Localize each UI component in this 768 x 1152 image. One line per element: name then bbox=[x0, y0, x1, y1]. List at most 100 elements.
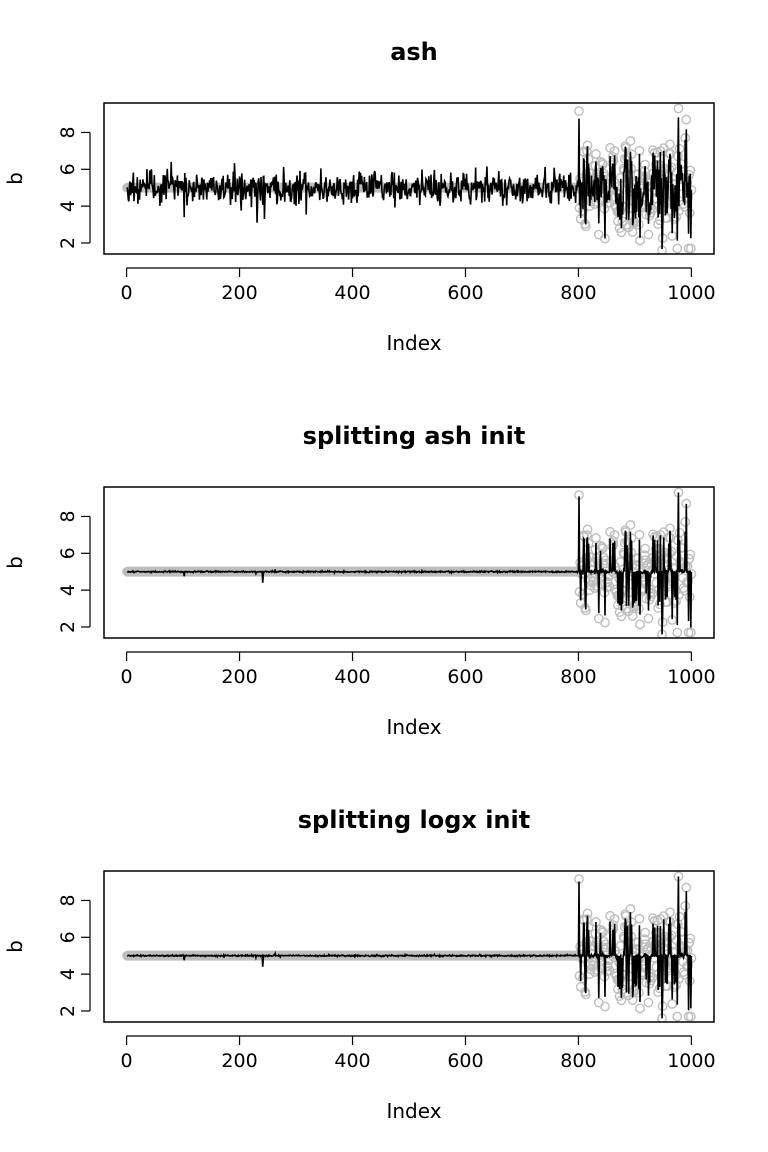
data-point bbox=[593, 997, 604, 1008]
data-point bbox=[591, 533, 601, 543]
data-point bbox=[602, 961, 613, 972]
data-point bbox=[593, 229, 604, 240]
data-point bbox=[625, 136, 636, 146]
data-point bbox=[626, 149, 637, 160]
data-point bbox=[672, 1011, 683, 1022]
y-tick-label: 6 bbox=[57, 547, 79, 559]
x-axis-label: Index bbox=[386, 1099, 441, 1123]
y-tick-label: 6 bbox=[57, 931, 79, 943]
data-point bbox=[616, 227, 627, 238]
x-tick-label: 0 bbox=[121, 282, 133, 304]
data-point bbox=[625, 904, 636, 914]
x-tick-label: 800 bbox=[560, 282, 596, 304]
data-point bbox=[609, 530, 620, 540]
data-point bbox=[643, 613, 654, 624]
data-point bbox=[672, 243, 683, 254]
chart-panel-3: splitting logx init 0 200 400 600 800 1000 Inde… bbox=[3, 806, 716, 1123]
estimate-line bbox=[126, 492, 693, 635]
data-point bbox=[635, 619, 645, 630]
data-point bbox=[685, 627, 696, 638]
data-point bbox=[684, 207, 695, 218]
x-tick-label: 400 bbox=[334, 666, 370, 688]
x-tick-label: 0 bbox=[121, 1050, 133, 1072]
data-point bbox=[640, 543, 650, 554]
data-point bbox=[634, 529, 645, 540]
data-point bbox=[680, 517, 691, 527]
chart-title: splitting logx init bbox=[298, 806, 530, 834]
x-tick-label: 600 bbox=[447, 1050, 483, 1072]
estimate-line bbox=[126, 876, 693, 1019]
chart-panel-2: splitting ash init 0 200 400 600 800 1000 Index… bbox=[3, 422, 716, 739]
data-point bbox=[600, 1001, 610, 1012]
x-tick-label: 200 bbox=[221, 1050, 257, 1072]
x-axis-label: Index bbox=[386, 331, 441, 355]
y-tick-label: 6 bbox=[57, 163, 79, 175]
x-tick-label: 800 bbox=[560, 666, 596, 688]
y-axis-label: b bbox=[3, 940, 27, 953]
x-tick-label: 200 bbox=[221, 282, 257, 304]
y-tick-label: 8 bbox=[57, 126, 79, 138]
x-tick-label: 1000 bbox=[667, 282, 715, 304]
data-point bbox=[582, 524, 593, 535]
data-point bbox=[602, 577, 613, 588]
y-tick-label: 4 bbox=[57, 968, 79, 980]
x-tick-label: 800 bbox=[560, 1050, 596, 1072]
y-axis-label: b bbox=[3, 556, 27, 569]
data-point bbox=[643, 997, 654, 1008]
x-tick-label: 600 bbox=[447, 282, 483, 304]
data-point bbox=[680, 901, 691, 911]
data-point bbox=[621, 219, 632, 230]
data-point bbox=[685, 243, 696, 254]
data-point bbox=[583, 154, 594, 165]
data-point bbox=[609, 914, 620, 924]
plot-frame bbox=[103, 102, 715, 255]
data-point bbox=[574, 106, 584, 116]
y-axis-label: b bbox=[3, 172, 27, 185]
x-tick-label: 400 bbox=[334, 282, 370, 304]
data-point bbox=[616, 611, 627, 622]
data-point bbox=[633, 219, 644, 230]
data-point bbox=[634, 913, 645, 924]
x-tick-label: 1000 bbox=[667, 1050, 715, 1072]
data-point bbox=[597, 927, 608, 938]
y-tick-label: 4 bbox=[57, 200, 79, 212]
data-point bbox=[575, 982, 586, 992]
data-point bbox=[641, 561, 652, 571]
data-point bbox=[681, 882, 692, 893]
data-point bbox=[681, 114, 692, 125]
data-point bbox=[625, 520, 636, 530]
data-point bbox=[593, 613, 604, 624]
data-point bbox=[685, 1011, 696, 1022]
data-point bbox=[643, 229, 654, 240]
y-tick-label: 4 bbox=[57, 584, 79, 596]
plot-frame bbox=[103, 486, 715, 639]
data-point bbox=[674, 911, 685, 922]
data-point bbox=[667, 998, 678, 1009]
data-point bbox=[674, 527, 685, 538]
data-point bbox=[597, 543, 608, 554]
data-point bbox=[600, 617, 610, 628]
data-point bbox=[635, 1003, 645, 1014]
x-tick-label: 1000 bbox=[667, 666, 715, 688]
x-axis-label: Index bbox=[386, 715, 441, 739]
data-point bbox=[665, 139, 675, 150]
y-tick-label: 8 bbox=[57, 894, 79, 906]
y-tick-label: 2 bbox=[57, 237, 79, 249]
y-tick-label: 2 bbox=[57, 1005, 79, 1017]
x-tick-label: 200 bbox=[221, 666, 257, 688]
x-tick-label: 0 bbox=[121, 666, 133, 688]
data-point bbox=[672, 627, 683, 638]
data-point bbox=[673, 103, 684, 114]
data-point bbox=[665, 907, 675, 918]
estimate-line bbox=[126, 117, 693, 250]
data-point bbox=[608, 151, 618, 162]
y-tick-label: 8 bbox=[57, 510, 79, 522]
data-point bbox=[609, 146, 620, 156]
chart-panel-1: ash 0 200 400 600 800 1000 Index 2 4 6 8 b bbox=[3, 38, 716, 355]
chart-title: ash bbox=[390, 38, 438, 66]
data-point bbox=[591, 149, 601, 159]
data-point bbox=[608, 919, 618, 930]
y-tick-label: 2 bbox=[57, 621, 79, 633]
x-tick-label: 600 bbox=[447, 666, 483, 688]
